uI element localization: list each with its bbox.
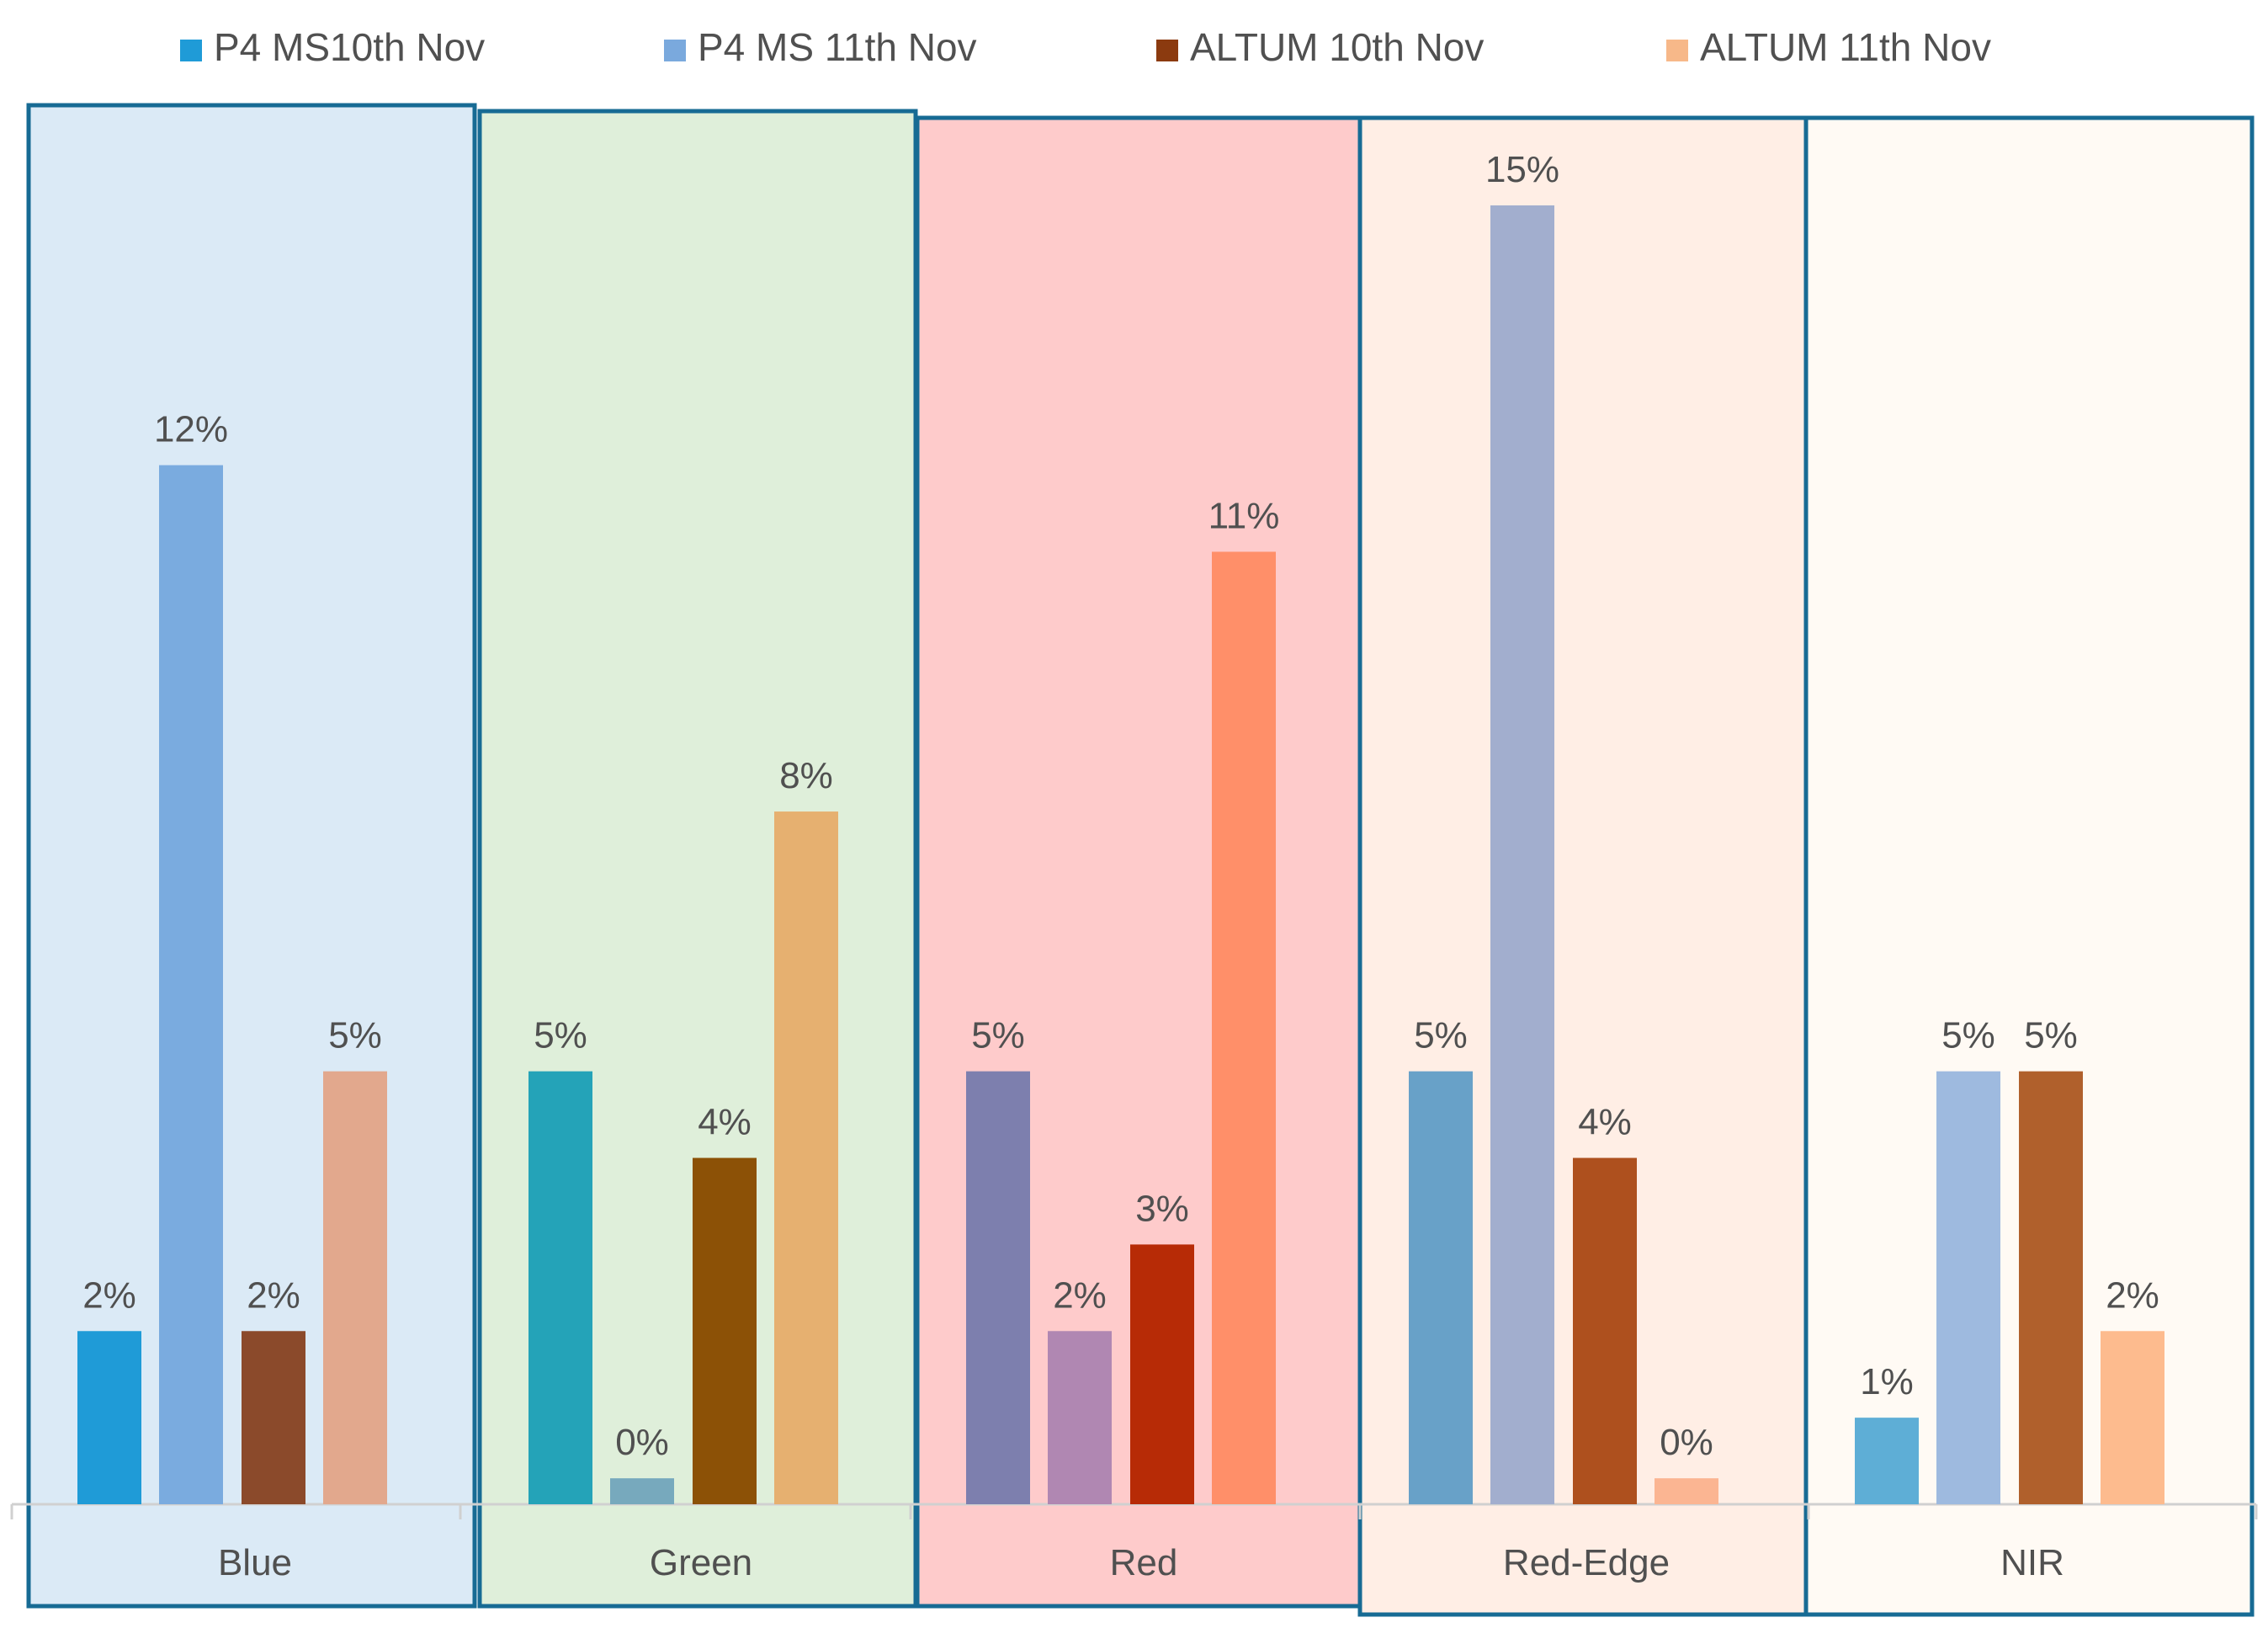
category-label-blue: Blue: [218, 1542, 292, 1583]
category-label-green: Green: [650, 1542, 752, 1583]
data-label-red-p4-ms-11th-nov: 2%: [1053, 1274, 1107, 1316]
bar-red-edge-altum-11th-nov: [1655, 1478, 1718, 1504]
legend-swatch-p4-ms-11th-nov: [664, 40, 686, 61]
category-labels-layer: Blue Green Red Red-Edge NIR: [218, 1542, 2064, 1583]
bar-green-altum-10th-nov: [693, 1157, 757, 1504]
bar-blue-altum-10th-nov: [242, 1331, 305, 1504]
data-label-red-edge-p4-ms-11th-nov: 15%: [1485, 149, 1559, 190]
bars-layer: [77, 205, 2164, 1504]
bar-red-edge-p4-ms10th-nov: [1409, 1071, 1473, 1504]
bar-red-altum-10th-nov: [1130, 1244, 1194, 1504]
data-label-red-edge-altum-11th-nov: 0%: [1660, 1422, 1713, 1463]
bar-red-p4-ms10th-nov: [966, 1071, 1030, 1504]
legend: P4 MS10th Nov P4 MS 11th Nov ALTUM 10th No…: [180, 25, 1991, 69]
bar-red-edge-p4-ms-11th-nov: [1490, 205, 1554, 1504]
bar-red-p4-ms-11th-nov: [1048, 1331, 1112, 1504]
bar-blue-p4-ms10th-nov: [77, 1331, 141, 1504]
data-label-green-p4-ms10th-nov: 5%: [534, 1015, 587, 1056]
data-label-red-altum-11th-nov: 11%: [1208, 495, 1280, 536]
data-label-red-edge-p4-ms10th-nov: 5%: [1414, 1015, 1468, 1056]
data-label-nir-altum-11th-nov: 2%: [2106, 1274, 2159, 1316]
bar-green-p4-ms10th-nov: [528, 1071, 592, 1504]
data-label-green-altum-10th-nov: 4%: [698, 1102, 752, 1143]
bar-green-p4-ms-11th-nov: [610, 1478, 674, 1504]
legend-label-altum-11th-nov: ALTUM 11th Nov: [1700, 25, 1991, 69]
category-label-nir: NIR: [2000, 1542, 2064, 1583]
legend-label-altum-10th-nov: ALTUM 10th Nov: [1190, 25, 1484, 69]
data-label-nir-p4-ms10th-nov: 1%: [1860, 1361, 1914, 1402]
data-label-green-altum-11th-nov: 8%: [779, 755, 833, 796]
legend-swatch-altum-11th-nov: [1666, 40, 1688, 61]
data-labels-layer: 2% 12% 2% 5% 5% 0% 4% 8% 5% 2% 3% 11% 5% 15% 4% 0% 1% 5% 5…: [82, 149, 2159, 1463]
data-label-red-edge-altum-10th-nov: 4%: [1578, 1102, 1632, 1143]
bar-nir-altum-11th-nov: [2101, 1331, 2164, 1504]
data-label-nir-altum-10th-nov: 5%: [2024, 1015, 2078, 1056]
bar-blue-p4-ms-11th-nov: [159, 465, 223, 1504]
legend-label-p4-ms-11th-nov: P4 MS 11th Nov: [698, 25, 977, 69]
bar-nir-p4-ms-11th-nov: [1936, 1071, 2000, 1504]
data-label-blue-p4-ms10th-nov: 2%: [82, 1274, 136, 1316]
legend-swatch-p4-ms10th-nov: [180, 40, 202, 61]
bar-green-altum-11th-nov: [774, 811, 838, 1504]
data-label-nir-p4-ms-11th-nov: 5%: [1941, 1015, 1995, 1056]
legend-label-p4-ms10th-nov: P4 MS10th Nov: [214, 25, 485, 69]
data-label-blue-altum-11th-nov: 5%: [328, 1015, 382, 1056]
bar-blue-altum-11th-nov: [323, 1071, 387, 1504]
data-label-green-p4-ms-11th-nov: 0%: [615, 1422, 669, 1463]
bar-red-altum-11th-nov: [1212, 551, 1276, 1504]
bar-nir-altum-10th-nov: [2019, 1071, 2083, 1504]
data-label-blue-p4-ms-11th-nov: 12%: [154, 409, 228, 450]
data-label-red-p4-ms10th-nov: 5%: [971, 1015, 1025, 1056]
legend-swatch-altum-10th-nov: [1156, 40, 1178, 61]
category-label-red: Red: [1110, 1542, 1178, 1583]
category-label-red-edge: Red-Edge: [1503, 1542, 1670, 1583]
data-label-blue-altum-10th-nov: 2%: [247, 1274, 300, 1316]
data-label-red-altum-10th-nov: 3%: [1135, 1188, 1189, 1229]
bar-red-edge-altum-10th-nov: [1573, 1157, 1637, 1504]
bar-nir-p4-ms10th-nov: [1855, 1418, 1919, 1504]
